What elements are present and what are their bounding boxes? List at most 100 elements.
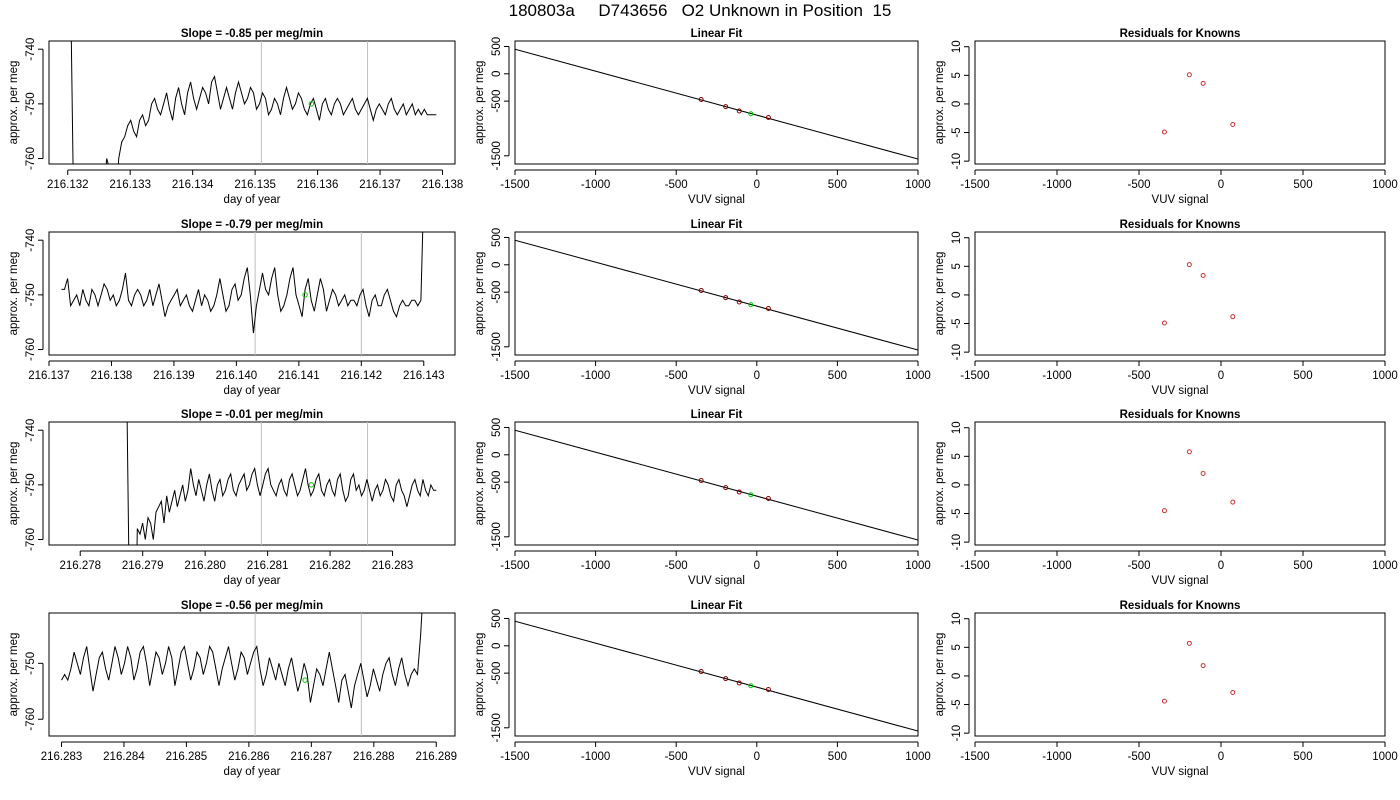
known-point [765, 306, 771, 312]
x-tick-label: 0 [1218, 560, 1224, 572]
residual-point [1200, 272, 1206, 278]
unknown-point [302, 292, 308, 298]
residual-point [1230, 122, 1236, 128]
x-axis-label: VUV signal [1152, 194, 1209, 206]
plot-frame [974, 40, 1386, 165]
y-tick-label: -760 [25, 708, 37, 731]
plot-area [515, 429, 918, 541]
x-tick-label: -1000 [1042, 370, 1071, 382]
known-point [736, 680, 742, 686]
y-tick-label: 500 [491, 37, 503, 56]
x-axis-label: VUV signal [688, 766, 745, 778]
x-tick-label: -1000 [581, 751, 610, 763]
series-line [61, 232, 424, 334]
plot-frame [48, 231, 456, 356]
x-tick-label: 216.280 [184, 560, 226, 572]
x-tick-label: 0 [1218, 179, 1224, 191]
panel-0-2: Residuals for Knowns -1500 -1000 -500 0 500 10… [934, 28, 1398, 206]
residual-point [1200, 663, 1206, 669]
known-point [723, 485, 729, 491]
y-axis-label: approx. per meg [474, 442, 486, 526]
y-tick-label: -760 [25, 147, 37, 170]
unknown-point [308, 101, 315, 107]
residual-point [1186, 449, 1192, 455]
y-tick-label: 10 [951, 421, 963, 434]
y-tick-label: 500 [491, 609, 503, 628]
x-tick-label: -1500 [960, 179, 989, 191]
x-tick-label: 216.279 [122, 560, 164, 572]
y-tick-label: -760 [25, 338, 37, 361]
unknown-point [302, 677, 308, 683]
x-tick-label: -1000 [1042, 560, 1071, 572]
x-tick-label: -1500 [960, 751, 989, 763]
fit-line [515, 620, 918, 732]
known-point [698, 287, 704, 293]
x-tick-label: -500 [665, 370, 688, 382]
y-tick-label: 500 [491, 418, 503, 437]
known-point [723, 676, 729, 682]
y-tick-label: 0 [491, 643, 503, 649]
x-tick-label: 216.133 [109, 179, 151, 191]
x-tick-label: 216.137 [359, 179, 401, 191]
x-tick-label: -1500 [960, 370, 989, 382]
plot-area [1161, 640, 1236, 704]
x-tick-label: 0 [1218, 370, 1224, 382]
x-tick-label: 216.289 [415, 751, 457, 763]
x-tick-label: -500 [1127, 179, 1150, 191]
plot-area [61, 613, 423, 736]
panel-title: Slope = -0.01 per meg/min [181, 409, 323, 421]
y-tick-label: -10 [951, 344, 963, 361]
y-tick-label: -500 [491, 90, 503, 113]
unknown-point [308, 482, 315, 488]
panel-3-1: Linear Fit -1500 -1000 -500 0 500 1000 VUV sign… [474, 600, 931, 778]
x-tick-label: 216.136 [297, 179, 339, 191]
panel-1-1: Linear Fit -1500 -1000 -500 0 500 1000 VUV sign… [474, 219, 931, 397]
panel-0-0: Slope = -0.85 per meg/min 216.132 216.133 2… [8, 28, 463, 206]
x-tick-label: 1000 [1372, 560, 1398, 572]
x-tick-label: 216.139 [153, 370, 195, 382]
y-tick-label: -5 [951, 318, 963, 328]
known-point [765, 496, 771, 502]
y-tick-label: -1500 [491, 713, 503, 742]
x-tick-label: 1000 [905, 370, 931, 382]
plot-frame [514, 40, 919, 165]
x-tick-label: 216.288 [353, 751, 395, 763]
panel-title: Linear Fit [691, 219, 743, 231]
plot-frame [974, 612, 1386, 737]
x-tick-label: -1000 [581, 560, 610, 572]
x-tick-label: 216.138 [91, 370, 133, 382]
y-tick-label: 0 [951, 673, 963, 679]
x-axis-label: VUV signal [688, 575, 745, 587]
known-point [698, 668, 704, 674]
x-axis-label: VUV signal [1152, 766, 1209, 778]
page-title: 180803a D743656 O2 Unknown in Position 1… [508, 1, 892, 20]
plot-frame [48, 40, 456, 165]
panel-1-2: Residuals for Knowns -1500 -1000 -500 0 500 10… [934, 219, 1398, 397]
plot-area [70, 41, 437, 164]
panel-3-0: Slope = -0.56 per meg/min 216.283 216.284 2… [8, 600, 457, 778]
y-tick-label: 10 [951, 612, 963, 625]
y-axis-label: approx. per meg [8, 252, 20, 336]
plot-frame [48, 612, 456, 737]
plot-frame [48, 421, 456, 546]
x-tick-label: 1000 [1372, 179, 1398, 191]
residual-point [1230, 499, 1236, 505]
x-tick-label: 1000 [1372, 751, 1398, 763]
residual-point [1161, 320, 1167, 326]
x-tick-label: 216.134 [172, 179, 214, 191]
panel-title: Residuals for Knowns [1120, 219, 1241, 231]
x-tick-label: -1000 [581, 370, 610, 382]
x-tick-label: 500 [828, 370, 847, 382]
panel-title: Residuals for Knowns [1120, 28, 1241, 40]
y-tick-label: 10 [951, 231, 963, 244]
x-tick-label: 216.135 [234, 179, 276, 191]
unknown-point [748, 683, 754, 689]
panel-2-0: Slope = -0.01 per meg/min 216.278 216.279 2… [8, 409, 456, 587]
x-tick-label: 216.143 [403, 370, 445, 382]
y-tick-label: -1500 [491, 332, 503, 361]
x-tick-label: -1500 [500, 179, 529, 191]
x-tick-label: -500 [665, 560, 688, 572]
x-axis-label: VUV signal [688, 194, 745, 206]
plot-frame [514, 612, 919, 737]
x-axis-label: day of year [224, 194, 281, 206]
